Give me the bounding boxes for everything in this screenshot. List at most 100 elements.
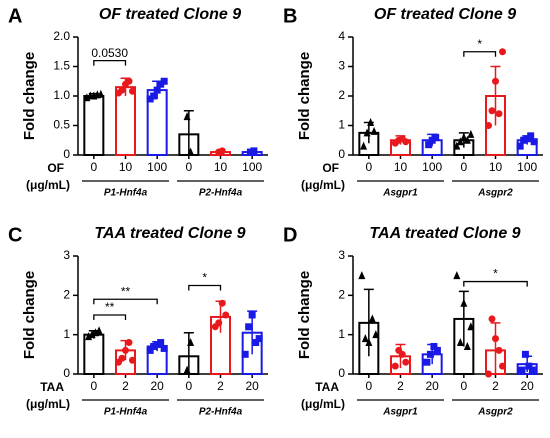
data-point <box>125 339 133 347</box>
data-point <box>372 330 380 339</box>
data-point <box>495 346 503 354</box>
data-point <box>146 346 154 354</box>
panel-letter: C <box>8 224 22 246</box>
data-point <box>160 77 168 85</box>
x-tick-label: 100 <box>422 160 442 174</box>
data-point <box>453 271 461 280</box>
y-tick-label: 1.5 <box>53 59 70 73</box>
data-point <box>160 344 168 352</box>
data-point <box>460 132 468 141</box>
data-point <box>492 335 499 343</box>
data-point <box>521 350 529 358</box>
data-point <box>530 138 538 146</box>
data-point <box>453 141 461 150</box>
data-point <box>499 362 506 370</box>
data-point <box>463 135 471 144</box>
data-point <box>183 365 191 374</box>
data-point <box>367 118 375 127</box>
significance-label: * <box>493 267 498 281</box>
data-point <box>360 141 368 150</box>
panel-title: OF treated Clone 9 <box>99 6 241 23</box>
y-tick-label: 0.5 <box>53 118 70 132</box>
x-tick-label: 20 <box>520 379 534 393</box>
x-tick-label: 10 <box>489 160 503 174</box>
data-point <box>495 110 503 118</box>
x-tick-label: 2 <box>122 379 129 393</box>
data-point <box>485 370 492 378</box>
error-bar <box>490 322 501 374</box>
panel: A OF treated Clone 9 Fold change 0 0.5 1.0 1.5… <box>8 5 268 199</box>
y-tick-label: 3 <box>338 59 345 73</box>
group-label: P1-Hnf4a <box>104 407 148 418</box>
bar <box>83 95 105 156</box>
data-point <box>488 107 496 115</box>
data-point <box>215 319 223 327</box>
x-axis-label: OF <box>322 161 339 175</box>
data-point <box>183 112 191 121</box>
data-point <box>460 298 468 307</box>
data-point <box>430 342 438 350</box>
data-point <box>157 339 165 347</box>
x-tick-label: 0 <box>365 160 372 174</box>
y-axis-label: Fold change <box>21 271 38 359</box>
panel: B OF treated Clone 9 Fold change 0 1 2 3 4 OF (μg… <box>283 5 543 199</box>
data-point <box>365 338 373 347</box>
x-tick-label: 2 <box>217 379 224 393</box>
y-tick-label: 2 <box>338 88 345 102</box>
data-point <box>150 92 158 100</box>
x-axis-label: TAA <box>40 380 64 394</box>
data-point <box>467 322 475 331</box>
significance-bracket <box>463 280 528 287</box>
data-point <box>370 126 378 135</box>
x-tick-label: 20 <box>425 379 439 393</box>
x-axis-label: TAA <box>315 380 339 394</box>
x-tick-label: 0 <box>365 379 372 393</box>
data-point <box>361 334 369 343</box>
bar <box>83 333 105 375</box>
data-point <box>245 323 253 331</box>
data-point <box>363 128 371 137</box>
significance-label: ** <box>121 284 131 298</box>
data-point <box>250 147 258 155</box>
y-tick-label: 1 <box>338 327 345 341</box>
y-tick-label: 3 <box>63 248 70 262</box>
data-point <box>97 89 105 98</box>
y-tick-label: 1 <box>63 327 70 341</box>
error-bar <box>183 331 194 374</box>
significance-label: * <box>477 37 482 51</box>
data-point <box>398 350 406 358</box>
data-point <box>525 362 533 370</box>
significance-label: ** <box>105 300 115 314</box>
data-point <box>463 341 471 350</box>
data-point <box>122 346 129 354</box>
x-tick-label: 100 <box>242 160 262 174</box>
data-point <box>129 87 136 95</box>
panel: D TAA treated Clone 9 Fold change 0 1 2 3 TAA (μ… <box>283 224 543 418</box>
data-point <box>423 358 431 366</box>
data-point <box>129 356 136 364</box>
data-point <box>222 311 230 319</box>
group-label: Asgpr1 <box>382 188 418 199</box>
x-tick-label: 0 <box>185 379 192 393</box>
y-tick-label: 0 <box>338 147 345 161</box>
y-tick-label: 4 <box>338 29 345 43</box>
data-point <box>527 132 535 140</box>
data-point <box>248 311 256 319</box>
data-point <box>402 358 410 366</box>
y-tick-label: 0 <box>338 366 345 380</box>
panel: C TAA treated Clone 9 Fold change 0 1 2 3 TAA (μ… <box>8 224 268 418</box>
y-axis-label: Fold change <box>21 52 38 140</box>
x-axis-label: OF <box>47 161 64 175</box>
data-point <box>255 335 263 343</box>
x-axis-unit: (μg/mL) <box>26 178 70 192</box>
data-point <box>358 271 366 280</box>
x-tick-label: 0 <box>185 160 192 174</box>
x-tick-label: 20 <box>150 379 164 393</box>
panel-title: OF treated Clone 9 <box>374 6 516 23</box>
x-tick-label: 10 <box>214 160 228 174</box>
significance-bracket <box>463 51 497 57</box>
data-point <box>456 137 464 146</box>
y-tick-label: 2 <box>63 288 70 302</box>
x-tick-label: 2 <box>492 379 499 393</box>
